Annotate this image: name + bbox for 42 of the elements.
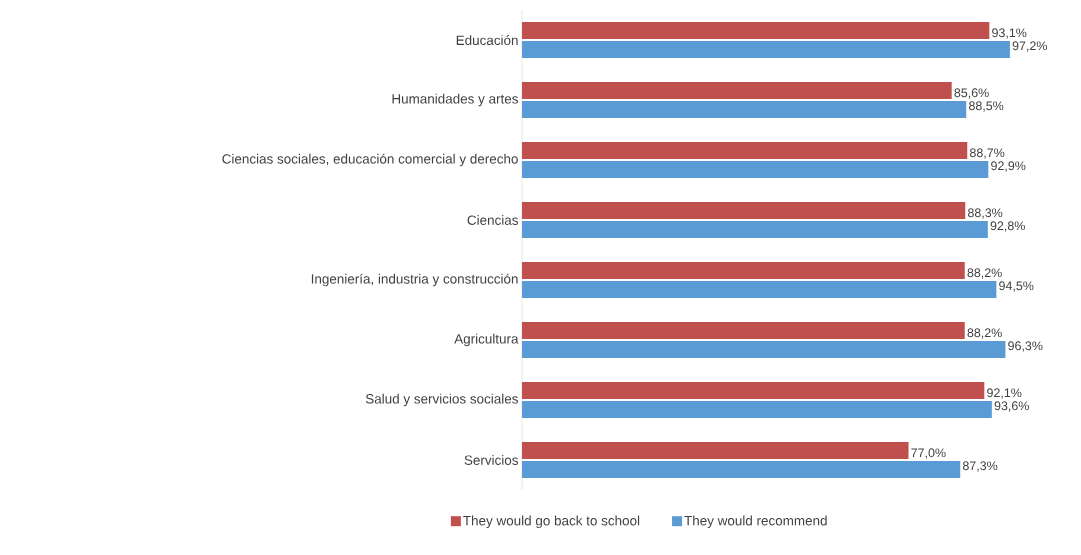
bar xyxy=(522,220,988,238)
data-label: 88,2% xyxy=(967,328,1002,339)
bar xyxy=(522,340,1006,358)
data-label: 94,5% xyxy=(999,281,1034,292)
bar xyxy=(522,21,990,39)
data-label: 85,6% xyxy=(954,88,989,99)
bar xyxy=(522,100,967,118)
data-label: 96,3% xyxy=(1008,341,1043,352)
data-label: 92,8% xyxy=(990,221,1025,232)
y-tick-label: Servicios xyxy=(464,455,518,465)
y-tick-label: Agricultura xyxy=(454,333,519,347)
bar xyxy=(522,381,985,399)
y-tick-label: Humanidades y artes xyxy=(392,93,518,107)
y-tick-label: Salud y servicios sociales xyxy=(365,393,518,407)
legend-label: They would go back to school xyxy=(463,515,640,529)
bar xyxy=(522,261,965,279)
bar xyxy=(522,141,968,159)
data-label: 77,0% xyxy=(911,448,946,459)
data-label: 88,3% xyxy=(967,208,1003,219)
y-tick-label: Ciencias xyxy=(467,215,518,225)
bar xyxy=(522,81,952,99)
bar xyxy=(522,160,989,178)
data-label: 93,1% xyxy=(992,28,1027,39)
legend-label: They would recommend xyxy=(684,515,827,529)
data-label: 88,2% xyxy=(967,268,1002,279)
bar xyxy=(522,400,992,418)
bar xyxy=(522,280,997,298)
y-tick-label: Ciencias sociales, educación comercial y derecho xyxy=(222,153,518,167)
bar xyxy=(522,201,966,219)
data-label: 88,7% xyxy=(970,148,1005,159)
data-label: 93,6% xyxy=(994,401,1029,412)
data-label: 87,3% xyxy=(962,461,998,472)
bar xyxy=(522,40,1010,58)
bar xyxy=(522,460,961,478)
data-label: 92,1% xyxy=(987,388,1022,399)
y-tick-label: Ingeniería, industria y construcción xyxy=(311,273,518,287)
y-tick-label: Educación xyxy=(456,34,518,45)
bar xyxy=(522,441,909,459)
data-label: 92,9% xyxy=(991,161,1026,172)
data-label: 97,2% xyxy=(1012,41,1047,52)
bar xyxy=(522,321,965,339)
data-label: 88,5% xyxy=(968,101,1004,112)
